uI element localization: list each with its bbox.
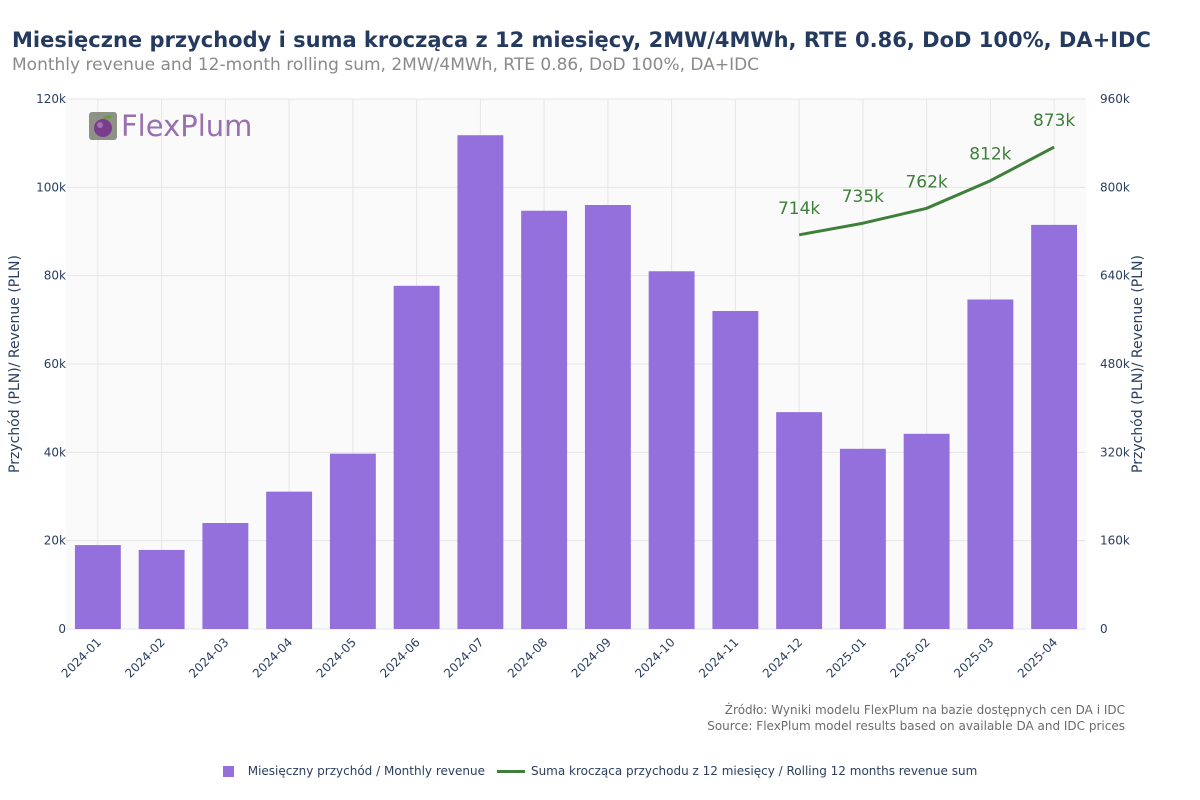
x-tick-label: 2024-02 bbox=[122, 635, 167, 680]
rolling-sum-label: 873k bbox=[1033, 111, 1075, 131]
source-line-pl: Źródło: Wyniki modelu FlexPlum na bazie … bbox=[724, 703, 1125, 717]
x-tick-label: 2024-03 bbox=[186, 635, 231, 680]
revenue-bar bbox=[839, 448, 886, 629]
x-tick-label: 2024-10 bbox=[632, 635, 677, 680]
revenue-bar bbox=[1031, 224, 1078, 629]
legend-line-swatch bbox=[496, 769, 525, 773]
revenue-bar bbox=[712, 311, 759, 629]
plum-icon bbox=[89, 112, 117, 140]
rolling-sum-line bbox=[798, 145, 1055, 237]
y2-tick-label: 480k bbox=[1100, 357, 1130, 371]
rolling-sum-label: 812k bbox=[969, 145, 1011, 165]
source-line-en: Source: FlexPlum model results based on … bbox=[707, 719, 1125, 733]
revenue-bar bbox=[202, 523, 249, 629]
y2-tick-label: 960k bbox=[1100, 92, 1130, 106]
x-tick-label: 2024-09 bbox=[569, 635, 614, 680]
revenue-bar bbox=[393, 285, 440, 629]
x-tick-label: 2024-08 bbox=[505, 635, 550, 680]
y2-tick-label: 640k bbox=[1100, 269, 1130, 283]
y-tick-label: 120k bbox=[36, 92, 66, 106]
y2-tick-label: 160k bbox=[1100, 534, 1130, 548]
chart-subtitle: Monthly revenue and 12-month rolling sum… bbox=[12, 55, 760, 75]
revenue-bar bbox=[329, 453, 376, 629]
y-tick-label: 40k bbox=[44, 445, 66, 459]
revenue-bar bbox=[967, 299, 1014, 629]
x-tick-label: 2025-02 bbox=[887, 635, 932, 680]
x-tick-label: 2024-01 bbox=[59, 635, 104, 680]
rolling-sum-label: 735k bbox=[842, 187, 884, 207]
revenue-bar bbox=[584, 205, 631, 629]
x-tick-label: 2025-04 bbox=[1015, 635, 1060, 680]
x-tick-label: 2024-05 bbox=[314, 635, 359, 680]
revenue-bar bbox=[74, 545, 121, 629]
chart-title: Miesięczne przychody i suma krocząca z 1… bbox=[12, 28, 1151, 52]
x-tick-label: 2024-04 bbox=[250, 635, 295, 680]
legend-item-line[interactable]: Suma krocząca przychodu z 12 miesięcy / … bbox=[496, 764, 978, 778]
legend-line-label: Suma krocząca przychodu z 12 miesięcy / … bbox=[530, 764, 978, 778]
revenue-bar bbox=[903, 433, 950, 629]
revenue-bar bbox=[521, 210, 568, 629]
legend-item-bars[interactable]: Miesięczny przychód / Monthly revenue bbox=[222, 764, 485, 778]
y-tick-label: 80k bbox=[44, 269, 66, 283]
x-tick-label: 2025-03 bbox=[951, 635, 996, 680]
x-tick-label: 2024-06 bbox=[377, 635, 422, 680]
y2-tick-label: 320k bbox=[1100, 445, 1130, 459]
y2-tick-label: 0 bbox=[1100, 622, 1108, 636]
y2-axis-title: Przychód (PLN)/ Revenue (PLN) bbox=[1130, 255, 1146, 473]
x-tick-label: 2024-07 bbox=[441, 635, 486, 680]
y-tick-label: 20k bbox=[44, 534, 66, 548]
y-axis-title: Przychód (PLN)/ Revenue (PLN) bbox=[7, 255, 23, 473]
y2-tick-label: 800k bbox=[1100, 180, 1130, 194]
revenue-bar bbox=[776, 412, 823, 629]
x-tick-label: 2024-12 bbox=[760, 635, 805, 680]
legend-bar-label: Miesięczny przychód / Monthly revenue bbox=[247, 764, 485, 778]
revenue-bar bbox=[266, 491, 313, 629]
source-note: Źródło: Wyniki modelu FlexPlum na bazie … bbox=[707, 702, 1125, 734]
rolling-sum-label: 762k bbox=[905, 172, 947, 192]
logo-text: FlexPlum bbox=[121, 109, 253, 143]
flexplum-logo: FlexPlum bbox=[89, 109, 252, 143]
legend: Miesięczny przychód / Monthly revenue Su… bbox=[0, 764, 1200, 778]
legend-bar-swatch bbox=[222, 765, 234, 777]
y-tick-label: 100k bbox=[36, 180, 66, 194]
y-tick-label: 60k bbox=[44, 357, 66, 371]
x-tick-label: 2024-11 bbox=[696, 635, 741, 680]
revenue-bar bbox=[138, 549, 185, 629]
rolling-sum-label: 714k bbox=[778, 199, 820, 219]
revenue-bar bbox=[648, 271, 695, 629]
revenue-bar bbox=[457, 135, 504, 629]
x-tick-label: 2025-01 bbox=[824, 635, 869, 680]
y-tick-label: 0 bbox=[58, 622, 66, 636]
